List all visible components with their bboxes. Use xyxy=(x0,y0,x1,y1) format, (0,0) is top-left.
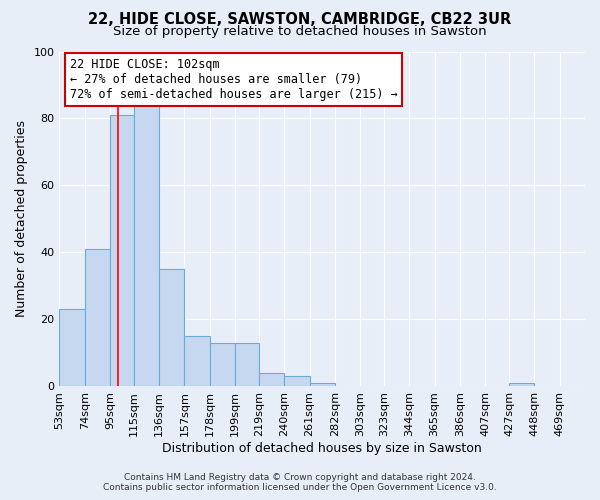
Text: 22, HIDE CLOSE, SAWSTON, CAMBRIDGE, CB22 3UR: 22, HIDE CLOSE, SAWSTON, CAMBRIDGE, CB22… xyxy=(88,12,512,28)
Bar xyxy=(110,115,134,386)
Bar xyxy=(159,269,184,386)
X-axis label: Distribution of detached houses by size in Sawston: Distribution of detached houses by size … xyxy=(163,442,482,455)
Bar xyxy=(134,105,159,386)
Text: Size of property relative to detached houses in Sawston: Size of property relative to detached ho… xyxy=(113,25,487,38)
Text: Contains HM Land Registry data © Crown copyright and database right 2024.
Contai: Contains HM Land Registry data © Crown c… xyxy=(103,473,497,492)
Bar xyxy=(184,336,210,386)
Bar xyxy=(310,383,335,386)
Bar xyxy=(59,310,85,386)
Bar xyxy=(259,373,284,386)
Bar xyxy=(235,343,259,386)
Bar xyxy=(210,343,235,386)
Text: 22 HIDE CLOSE: 102sqm
← 27% of detached houses are smaller (79)
72% of semi-deta: 22 HIDE CLOSE: 102sqm ← 27% of detached … xyxy=(70,58,398,101)
Y-axis label: Number of detached properties: Number of detached properties xyxy=(15,120,28,318)
Bar xyxy=(85,249,110,386)
Bar xyxy=(509,383,535,386)
Bar xyxy=(284,376,310,386)
